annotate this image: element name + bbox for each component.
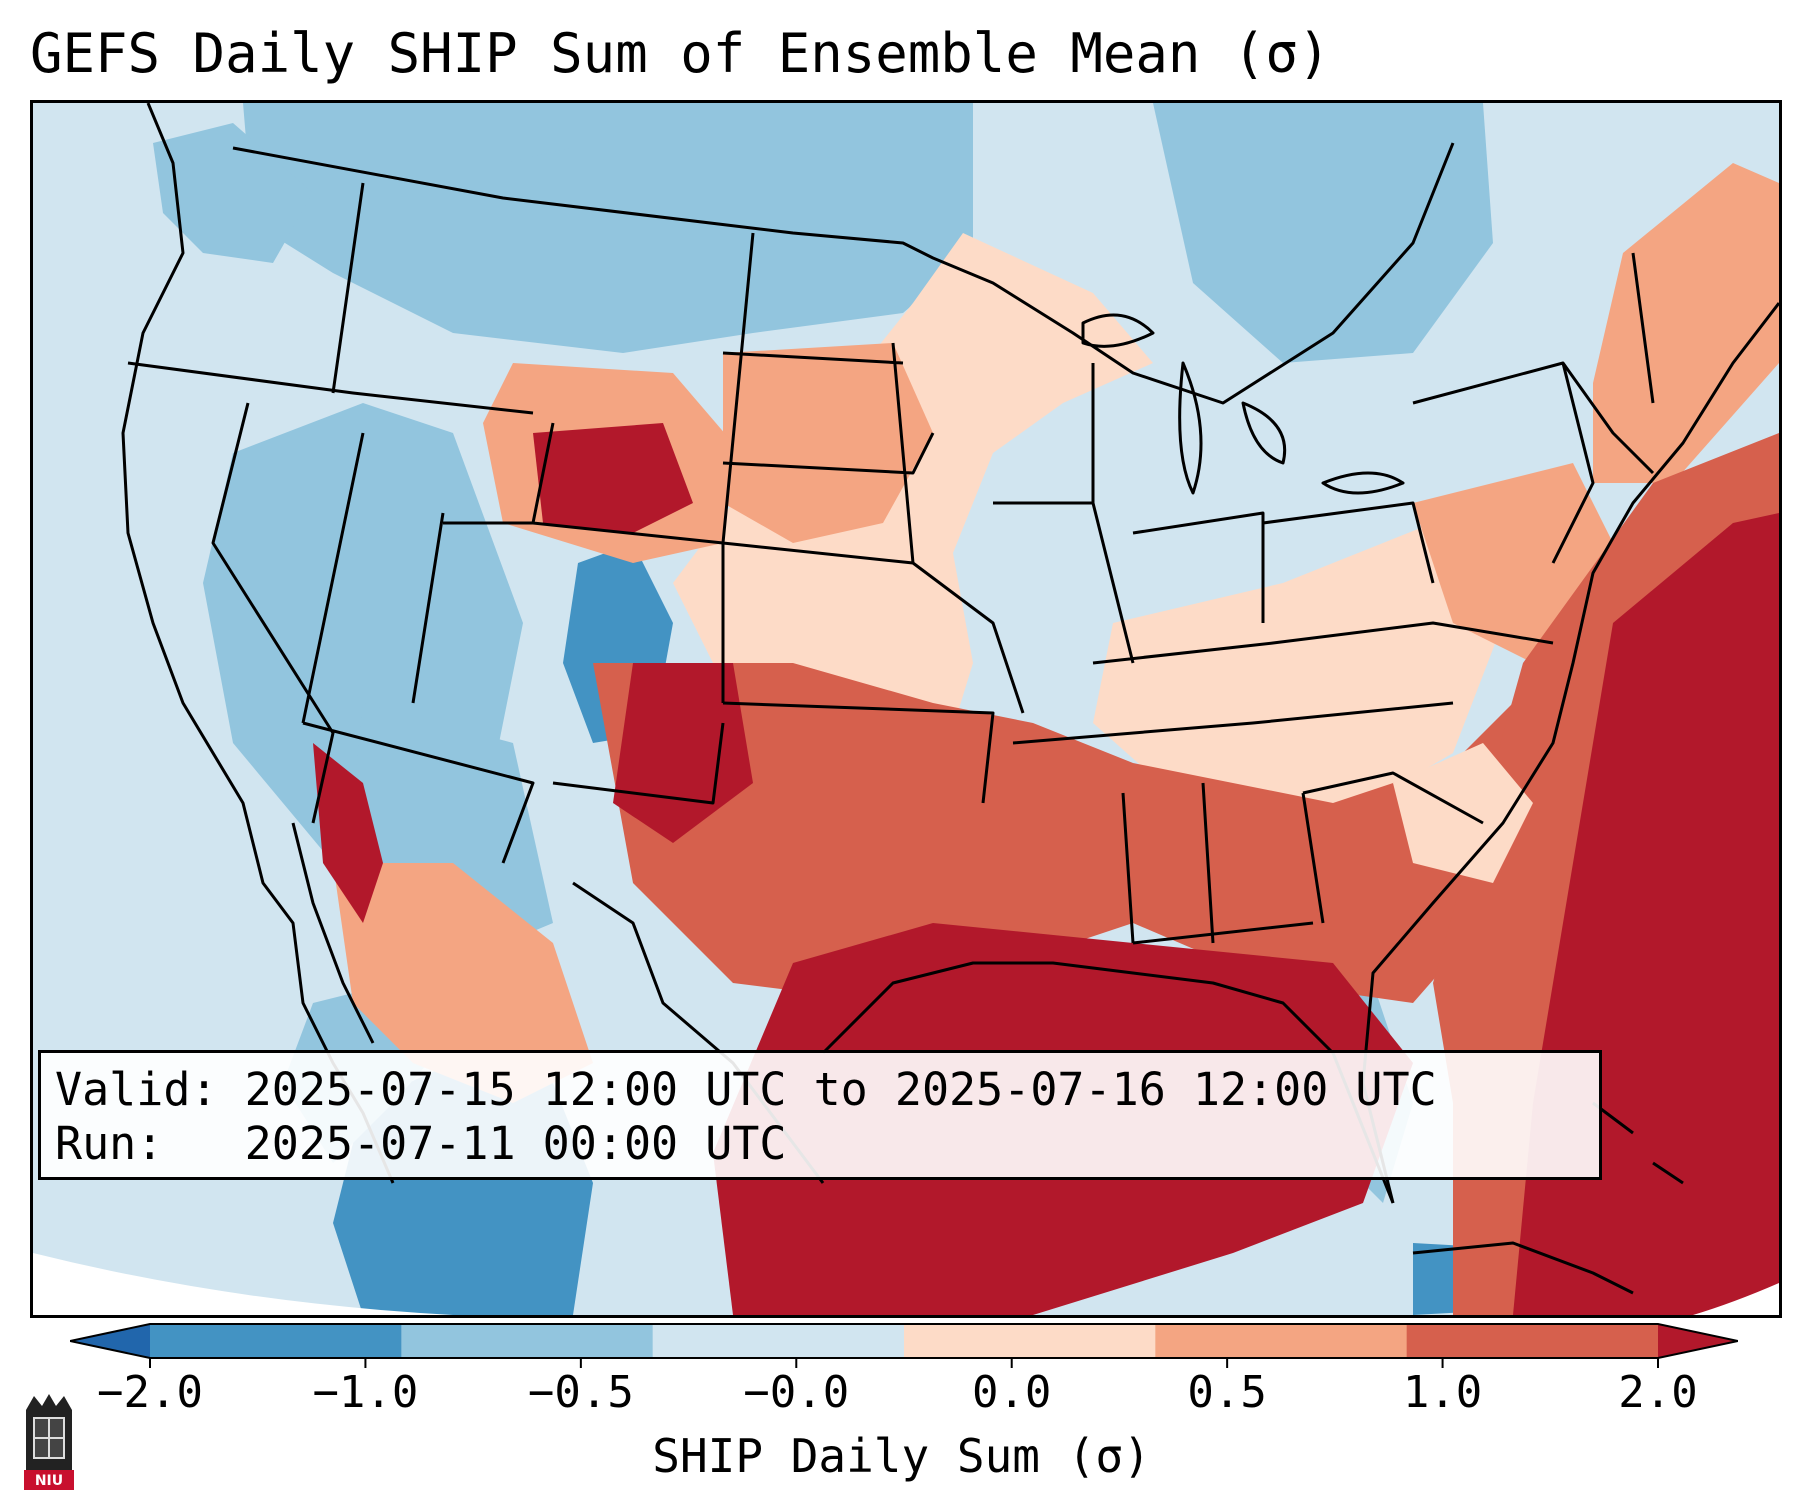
colorbar-tick-label: 0.0 (971, 1367, 1052, 1418)
cuba-outline (1412, 1241, 1634, 1295)
colorbar-tick-label: 0.5 (1187, 1367, 1267, 1418)
state-lines-midwest (993, 363, 1554, 665)
western-canada-negative (153, 123, 313, 263)
canada-prairie-negative (413, 103, 593, 163)
northeast-canada-negative (1153, 103, 1493, 363)
baja-maximum (313, 743, 383, 923)
texas-newmexico-maximum (613, 663, 753, 843)
wyoming-maximum (533, 423, 693, 533)
projection-edge-left (33, 1253, 453, 1315)
colorbar-tick-label: −1.0 (312, 1367, 419, 1418)
run-time-line: Run: 2025-07-11 00:00 UTC (55, 1117, 787, 1170)
colorbar-label: SHIP Daily Sum (σ) (652, 1429, 1151, 1483)
niu-logo: NIU (20, 1390, 78, 1492)
atlantic-coastline (1361, 302, 1779, 1204)
state-lines-south (1012, 701, 1484, 945)
upper-midwest-positive (673, 233, 1153, 803)
map-title: GEFS Daily SHIP Sum of Ensemble Mean (σ) (30, 22, 1331, 85)
colorbar-segment (1406, 1324, 1659, 1358)
colorbar-extend-low (70, 1324, 150, 1358)
canada-us-border (232, 142, 1455, 405)
southern-plains-positive (593, 663, 1553, 1003)
valid-run-box: Valid: 2025-07-15 12:00 UTC to 2025-07-1… (38, 1050, 1602, 1180)
colorbar (70, 1323, 1738, 1368)
colorbar-tick-label: −0.5 (527, 1367, 634, 1418)
colorbar-segment (401, 1324, 654, 1358)
new-england-positive (1593, 163, 1779, 483)
colorbar-segment (652, 1324, 905, 1358)
southwest-positive (333, 863, 593, 1103)
colorbar-extend-high (1658, 1324, 1738, 1358)
colorbar-tick-label: −2.0 (97, 1367, 203, 1418)
valid-time-line: Valid: 2025-07-15 12:00 UTC to 2025-07-1… (55, 1063, 1437, 1116)
state-lines-northeast (1412, 252, 1655, 564)
state-lines-plains (721, 232, 1025, 804)
colorbar-tick-label: 1.0 (1402, 1367, 1483, 1418)
colorbar-tick-label: 2.0 (1618, 1367, 1698, 1418)
boundaries (121, 103, 1779, 1295)
niu-logo-text: NIU (34, 1473, 64, 1489)
central-plains-positive (723, 343, 933, 543)
colorbar-segment (1155, 1324, 1408, 1358)
colorbar-segment (150, 1324, 402, 1358)
niu-logo-mark (24, 1394, 74, 1490)
west-coastline (121, 103, 395, 1184)
ohio-valley-positive (1093, 523, 1503, 823)
baja-coastline (291, 822, 375, 1044)
great-lakes (1081, 313, 1405, 495)
colorbar-segment (904, 1324, 1156, 1358)
colorbar-tick-label: −0.0 (743, 1367, 850, 1418)
projection-edge-right (1693, 1283, 1779, 1315)
northern-plains-negative (243, 103, 973, 353)
